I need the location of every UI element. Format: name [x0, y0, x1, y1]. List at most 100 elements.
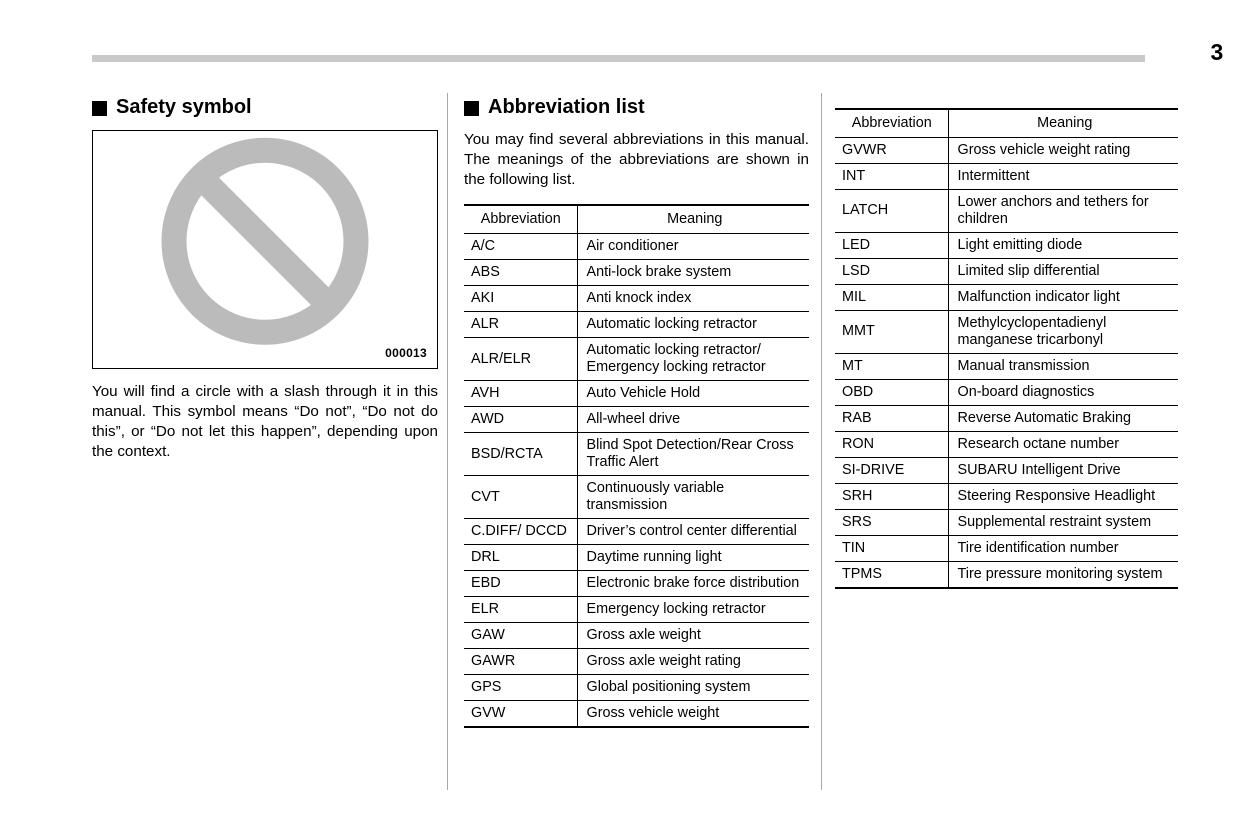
cell-meaning: Light emitting diode	[947, 231, 1178, 259]
cell-abbreviation: ABS	[464, 259, 577, 286]
cell-meaning: Tire pressure monitoring system	[947, 560, 1178, 589]
table-row: LATCH Lower anchors and tethers for child…	[835, 188, 1178, 233]
cell-meaning: Auto Vehicle Hold	[576, 380, 809, 407]
cell-abbreviation: GAWR	[464, 647, 577, 675]
cell-abbreviation: BSD/RCTA	[464, 432, 577, 476]
square-bullet-icon	[464, 100, 479, 116]
table-row: RAB Reverse Automatic Braking	[835, 404, 1178, 432]
cell-abbreviation: LED	[835, 231, 948, 259]
cell-abbreviation: TPMS	[835, 560, 948, 589]
cell-abbreviation: MT	[835, 352, 948, 380]
cell-meaning: Air conditioner	[576, 233, 809, 260]
cell-abbreviation: GPS	[464, 673, 577, 701]
cell-meaning: On-board diagnostics	[947, 378, 1178, 406]
cell-meaning: Reverse Automatic Braking	[947, 404, 1178, 432]
cell-meaning: SUBARU Intelligent Drive	[947, 456, 1178, 484]
cell-meaning: Anti-lock brake system	[576, 259, 809, 286]
cell-meaning: Daytime running light	[576, 543, 809, 571]
cell-abbreviation: LSD	[835, 257, 948, 285]
column-divider-right	[821, 93, 822, 790]
cell-meaning: Tire identification number	[947, 534, 1178, 562]
cell-meaning: Emergency locking retractor	[576, 595, 809, 623]
table-row: ALR/ELR Automatic locking retractor/ Emer…	[464, 337, 809, 381]
table-row: MT Manual transmission	[835, 352, 1178, 380]
cell-meaning: Limited slip differential	[947, 257, 1178, 285]
table-row: GPS Global positioning system	[464, 673, 809, 701]
cell-meaning: Gross vehicle weight rating	[947, 136, 1178, 164]
table-row: SI-DRIVE SUBARU Intelligent Drive	[835, 456, 1178, 484]
table-row: GVW Gross vehicle weight	[464, 699, 809, 728]
safety-symbol-figure: 000013	[92, 130, 438, 369]
column-header-meaning: Meaning	[576, 204, 809, 234]
figure-id-label: 000013	[385, 346, 427, 360]
table-row: ABS Anti-lock brake system	[464, 259, 809, 286]
column-header-meaning: Meaning	[947, 107, 1178, 138]
cell-abbreviation: SRS	[835, 508, 948, 536]
cell-abbreviation: TIN	[835, 534, 948, 562]
cell-abbreviation: MIL	[835, 283, 948, 311]
table-header-row: Abbreviation Meaning	[464, 204, 809, 234]
table-row: DRL Daytime running light	[464, 543, 809, 571]
table-row: A/C Air conditioner	[464, 233, 809, 260]
cell-meaning: Anti knock index	[576, 285, 809, 312]
table-row: SRH Steering Responsive Headlight	[835, 482, 1178, 510]
column-divider-left	[447, 93, 448, 790]
table-row: MIL Malfunction indicator light	[835, 283, 1178, 311]
cell-abbreviation: DRL	[464, 543, 577, 571]
cell-abbreviation: C.DIFF/ DCCD	[464, 517, 577, 545]
page-number: 3	[1210, 39, 1224, 65]
cell-abbreviation: AWD	[464, 406, 577, 433]
cell-abbreviation: GVW	[464, 699, 577, 728]
table-row: LSD Limited slip differential	[835, 257, 1178, 285]
header-rule	[92, 55, 1145, 62]
column-header-abbreviation: Abbreviation	[835, 107, 948, 138]
cell-abbreviation: GAW	[464, 621, 577, 649]
cell-meaning: Lower anchors and tethers for children	[947, 188, 1178, 233]
cell-abbreviation: GVWR	[835, 136, 948, 164]
cell-meaning: Electronic brake force distribution	[576, 569, 809, 597]
cell-meaning: Continuously variable transmission	[576, 475, 809, 519]
cell-abbreviation: RAB	[835, 404, 948, 432]
table-row: CVT Continuously variable transmission	[464, 475, 809, 519]
abbreviation-table-right: Abbreviation Meaning GVWR Gross vehicle w…	[835, 107, 1178, 589]
table-row: EBD Electronic brake force distribution	[464, 569, 809, 597]
cell-abbreviation: RON	[835, 430, 948, 458]
table-row: BSD/RCTA Blind Spot Detection/Rear Cross …	[464, 432, 809, 476]
cell-meaning: Gross axle weight	[576, 621, 809, 649]
cell-abbreviation: LATCH	[835, 188, 948, 233]
cell-meaning: Automatic locking retractor/ Emergency l…	[576, 337, 809, 381]
cell-abbreviation: INT	[835, 162, 948, 190]
cell-meaning: All-wheel drive	[576, 406, 809, 433]
cell-abbreviation: ALR/ELR	[464, 337, 577, 381]
cell-abbreviation: CVT	[464, 475, 577, 519]
cell-abbreviation: A/C	[464, 233, 577, 260]
cell-meaning: Blind Spot Detection/Rear Cross Traffic …	[576, 432, 809, 476]
table-body: A/C Air conditioner ABS Anti-lock brake sys…	[464, 233, 809, 728]
table-row: OBD On-board diagnostics	[835, 378, 1178, 406]
cell-abbreviation: ELR	[464, 595, 577, 623]
cell-abbreviation: AKI	[464, 285, 577, 312]
cell-meaning: Gross axle weight rating	[576, 647, 809, 675]
safety-symbol-heading: Safety symbol	[92, 96, 438, 118]
cell-meaning: Research octane number	[947, 430, 1178, 458]
cell-meaning: Supplemental restraint system	[947, 508, 1178, 536]
safety-symbol-paragraph: You will find a circle with a slash thro…	[92, 383, 438, 461]
table-row: MMT Methylcyclopentadienyl manganese tric…	[835, 309, 1178, 354]
cell-abbreviation: EBD	[464, 569, 577, 597]
cell-meaning: Automatic locking retractor	[576, 311, 809, 338]
cell-meaning: Driver’s control center differential	[576, 517, 809, 545]
cell-abbreviation: AVH	[464, 380, 577, 407]
abbreviation-table-middle: Abbreviation Meaning A/C Air conditioner A…	[464, 204, 809, 728]
middle-column: Abbreviation list You may find several a…	[464, 96, 809, 728]
cell-abbreviation: SI-DRIVE	[835, 456, 948, 484]
cell-meaning: Methylcyclopentadienyl manganese tricarb…	[947, 309, 1178, 354]
table-row: AVH Auto Vehicle Hold	[464, 380, 809, 407]
abbreviation-list-paragraph: You may find several abbreviations in th…	[464, 131, 809, 189]
cell-meaning: Gross vehicle weight	[576, 699, 809, 728]
prohibition-circle-slash-icon	[161, 137, 369, 345]
table-row: AKI Anti knock index	[464, 285, 809, 312]
table-row: AWD All-wheel drive	[464, 406, 809, 433]
table-row: ELR Emergency locking retractor	[464, 595, 809, 623]
cell-abbreviation: ALR	[464, 311, 577, 338]
table-row: TIN Tire identification number	[835, 534, 1178, 562]
